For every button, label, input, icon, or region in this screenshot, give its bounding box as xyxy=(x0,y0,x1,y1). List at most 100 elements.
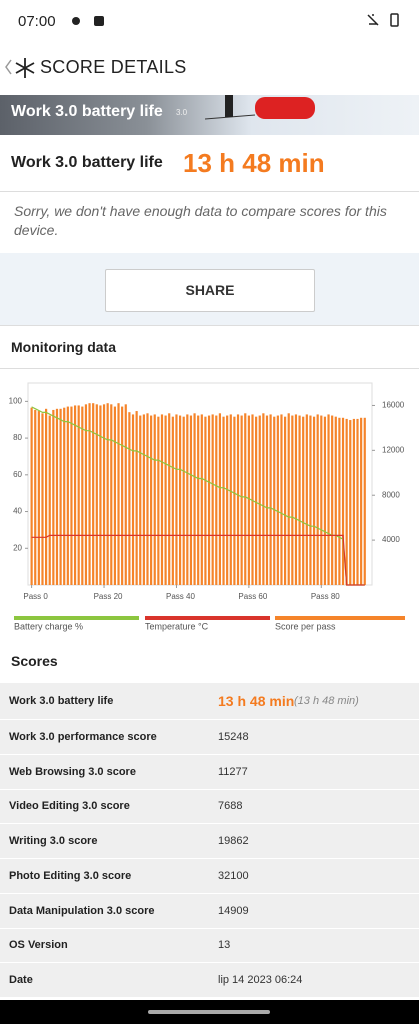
score-row: Date lip 14 2023 06:24 xyxy=(0,963,419,998)
score-bar xyxy=(45,408,48,585)
score-bar xyxy=(70,406,73,585)
y-tick-label: 60 xyxy=(13,470,22,479)
score-bar xyxy=(171,416,174,585)
banner-title: Work 3.0 battery life xyxy=(11,103,163,120)
score-bar xyxy=(334,416,337,585)
score-label: Work 3.0 battery life xyxy=(9,694,114,707)
score-label: Data Manipulation 3.0 score xyxy=(9,904,155,917)
score-value: 13 xyxy=(218,939,231,951)
score-row: Data Manipulation 3.0 score 14909 xyxy=(0,894,419,929)
score-bar xyxy=(66,406,69,585)
score-bar xyxy=(269,414,272,585)
legend-label: Score per pass xyxy=(275,621,336,631)
score-bar xyxy=(160,414,164,585)
score-bar xyxy=(84,404,88,585)
score-bar xyxy=(298,415,301,585)
score-bar xyxy=(77,405,80,585)
score-bar xyxy=(59,408,62,585)
score-bar xyxy=(88,403,91,585)
score-bar xyxy=(345,418,348,585)
legend-label: Temperature °C xyxy=(145,621,209,631)
score-bar xyxy=(142,414,145,585)
score-bar xyxy=(113,406,117,585)
score-bar xyxy=(121,406,124,585)
score-bar xyxy=(316,414,319,585)
score-bar xyxy=(211,414,214,585)
note: Sorry, we don't have enough data to comp… xyxy=(14,203,387,238)
x-tick-label: Pass 40 xyxy=(166,592,195,601)
score-bar xyxy=(258,415,261,585)
score-bar xyxy=(204,416,207,585)
score-bar xyxy=(55,408,59,585)
score-bar xyxy=(207,415,211,585)
score-bar xyxy=(283,416,287,585)
score-bar xyxy=(168,413,171,585)
status-icons xyxy=(72,16,104,26)
share-area: SHARE xyxy=(0,253,419,325)
x-tick-label: Pass 60 xyxy=(238,592,267,601)
score-bar xyxy=(52,409,55,585)
result-name: Work 3.0 battery life xyxy=(11,154,163,171)
section-title: Scores xyxy=(11,653,58,669)
banner-version: 3.0 xyxy=(176,108,188,117)
score-bar xyxy=(124,404,127,585)
result-row: Work 3.0 battery life 13 h 48 min xyxy=(0,135,419,192)
score-bar xyxy=(157,416,160,585)
score-bar xyxy=(131,414,135,585)
legend-swatch xyxy=(275,616,405,620)
score-bar xyxy=(34,409,37,585)
score-bar xyxy=(92,403,95,585)
score-value: 19862 xyxy=(218,834,249,847)
nav-bar xyxy=(0,1000,419,1024)
score-bar xyxy=(73,405,77,585)
clock: 07:00 xyxy=(18,13,56,30)
score-bar xyxy=(63,407,66,585)
banner: Work 3.0 battery life 3.0 xyxy=(0,95,419,135)
score-label: Writing 3.0 score xyxy=(9,834,98,847)
home-indicator xyxy=(148,1010,270,1014)
y2-tick-label: 12000 xyxy=(382,445,405,454)
score-bar xyxy=(153,414,156,585)
score-bar xyxy=(215,415,218,585)
score-bar xyxy=(352,418,355,585)
legend-swatch xyxy=(145,616,270,620)
x-tick-label: Pass 20 xyxy=(94,592,123,601)
legend-label: Battery charge % xyxy=(14,621,83,631)
score-bar xyxy=(41,413,44,585)
score-label: Video Editing 3.0 score xyxy=(9,800,130,812)
score-bar xyxy=(327,414,330,585)
score-value: 15248 xyxy=(218,730,249,743)
score-bar xyxy=(262,413,265,585)
back-button[interactable] xyxy=(2,57,38,79)
score-bar xyxy=(175,414,178,585)
score-bar xyxy=(331,415,334,585)
score-bar xyxy=(363,417,366,585)
share-button[interactable]: SHARE xyxy=(105,269,315,312)
score-bar xyxy=(356,418,359,585)
score-label: Work 3.0 performance score xyxy=(9,730,157,743)
score-bar xyxy=(117,403,120,585)
score-bar xyxy=(99,405,102,585)
score-bar xyxy=(338,417,341,585)
score-bar xyxy=(95,404,98,585)
score-bar xyxy=(276,415,279,585)
y-tick-label: 20 xyxy=(13,543,22,552)
score-bar xyxy=(323,416,327,585)
score-value: 32100 xyxy=(218,869,249,882)
score-bar xyxy=(178,415,182,585)
monitoring-header: Monitoring data xyxy=(0,325,419,369)
series-line xyxy=(31,534,365,586)
score-bar xyxy=(273,416,276,585)
score-bar xyxy=(189,415,193,585)
y2-tick-label: 4000 xyxy=(382,535,400,544)
score-bar xyxy=(251,414,254,585)
score-bar xyxy=(229,414,232,585)
y2-tick-label: 16000 xyxy=(382,401,405,410)
score-label: Web Browsing 3.0 score xyxy=(9,765,136,778)
score-row: OS Version 13 xyxy=(0,929,419,963)
score-bar xyxy=(255,416,258,585)
header: SCORE DETAILS xyxy=(0,38,419,95)
page-title: SCORE DETAILS xyxy=(40,57,187,77)
score-value: 13 h 48 min xyxy=(218,692,295,709)
